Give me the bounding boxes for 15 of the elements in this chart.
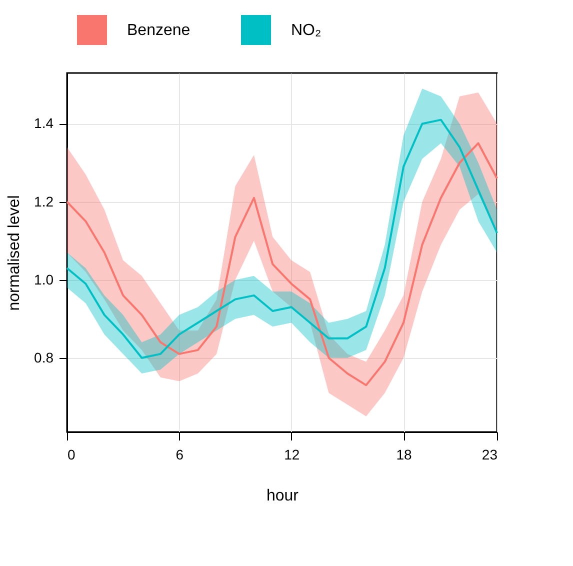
y-tick-label: 1.0 (34, 271, 54, 288)
legend-label: Benzene (127, 22, 190, 39)
y-tick-label: 1.4 (34, 115, 54, 132)
x-tick-label: 12 (284, 446, 300, 462)
x-tick-label: 6 (176, 446, 184, 462)
x-tick-label: 18 (396, 446, 412, 462)
x-tick-label: 0 (68, 446, 76, 462)
legend-label: NO₂ (291, 22, 322, 39)
x-tick-label: 23 (482, 446, 498, 462)
x-axis-title: hour (266, 488, 300, 504)
line-series (66, 118, 498, 359)
y-axis-title: normalised level (6, 195, 24, 311)
y-tick-label: 0.8 (34, 349, 54, 366)
y-tick-label: 1.2 (34, 193, 54, 210)
line-series (66, 142, 498, 386)
